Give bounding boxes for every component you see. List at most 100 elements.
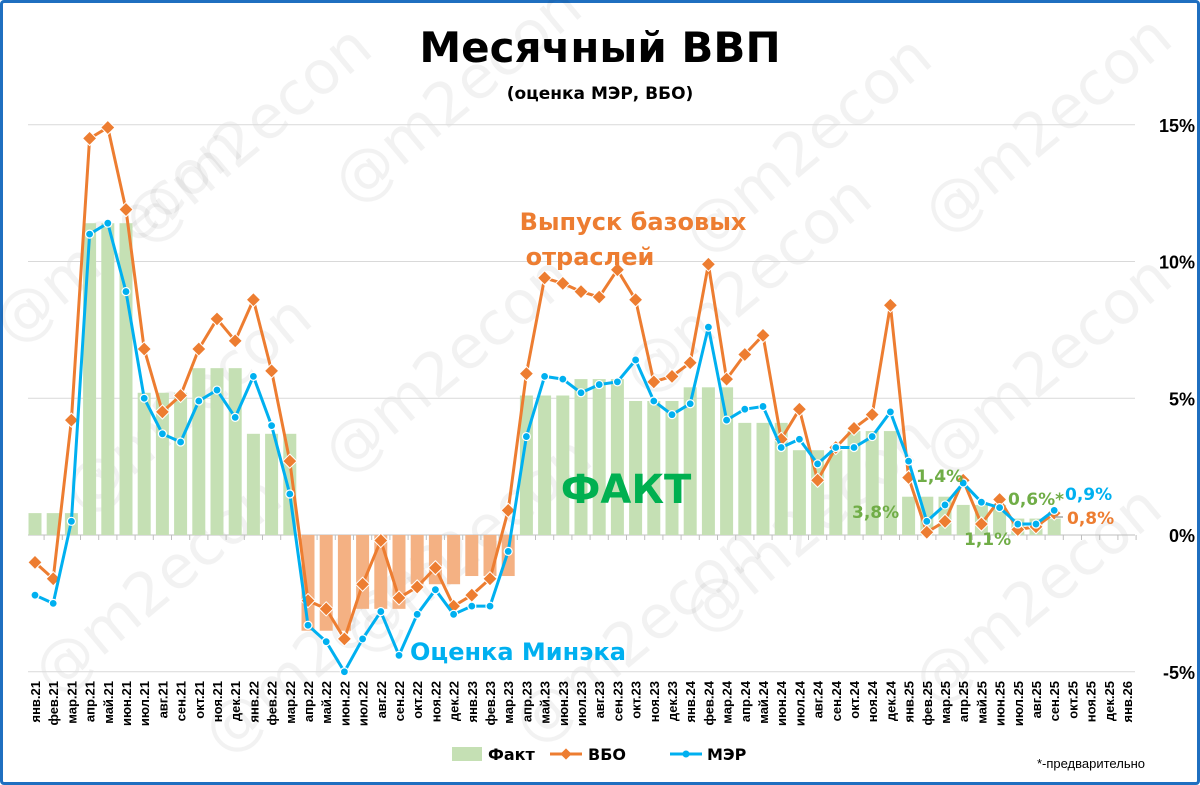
fact-value-label: 0,6%* <box>1008 490 1064 510</box>
mer-point <box>649 396 659 406</box>
x-tick-label: дек.25 <box>1102 681 1117 721</box>
mer-point <box>412 609 422 619</box>
chart-title: Месячный ВВП <box>419 23 780 72</box>
mer-point <box>467 601 477 611</box>
legend-fact-label: Факт <box>488 745 536 764</box>
fact-annotation: ФАКТ <box>561 467 692 513</box>
mer-point <box>430 585 440 595</box>
vbo-point <box>263 363 280 379</box>
x-tick-label: окт.24 <box>847 680 862 719</box>
vbo-point <box>354 576 371 593</box>
x-tick-label: сен.25 <box>1047 681 1062 721</box>
x-tick-label: июл.24 <box>792 680 807 726</box>
x-tick-label: фев.24 <box>701 680 716 725</box>
x-tick-label: янв.23 <box>465 681 480 723</box>
y-tick-label: 5% <box>1169 389 1195 409</box>
vbo-point <box>700 256 717 273</box>
y-tick-label: 0% <box>1169 526 1195 546</box>
mer-annotation: Оценка Минэка <box>410 638 626 666</box>
bar-fact <box>465 535 479 577</box>
vbo-point <box>500 502 516 519</box>
bar-fact <box>101 223 115 535</box>
vbo-point <box>573 283 589 300</box>
mer-point <box>758 401 768 412</box>
x-tick-label: авг.21 <box>155 681 170 718</box>
x-tick-label: ноя.23 <box>647 681 662 722</box>
footnote: *-предварительно <box>1037 756 1145 771</box>
x-tick-label: июл.22 <box>356 681 371 726</box>
legend-fact-swatch <box>452 747 482 761</box>
mer-point <box>30 590 40 600</box>
vbo-point <box>227 333 243 349</box>
x-tick-label: ноя.25 <box>1084 681 1099 722</box>
x-tick-label: дек.21 <box>228 681 243 721</box>
bar-fact <box>592 379 606 535</box>
vbo-point <box>718 371 735 387</box>
vbo-point <box>191 341 207 357</box>
mer-point <box>867 431 877 442</box>
x-tick-label: июл.21 <box>137 681 152 726</box>
vbo-point <box>282 453 298 469</box>
x-tick-label: мар.21 <box>64 681 79 724</box>
mer-point <box>594 379 604 390</box>
x-tick-label: авг.23 <box>592 681 607 718</box>
bar-fact <box>538 395 552 535</box>
bar-fact <box>792 450 806 535</box>
x-tick-label: ноя.22 <box>428 681 443 722</box>
x-tick-label: мар.23 <box>501 681 516 724</box>
vbo-point <box>427 560 444 576</box>
bar-fact <box>228 368 242 535</box>
x-tick-label: янв.22 <box>246 681 261 723</box>
mer-point <box>558 374 568 384</box>
bar-fact <box>647 400 661 535</box>
x-tick-label: фев.22 <box>265 681 280 726</box>
x-tick-label: авг.25 <box>1029 681 1044 718</box>
mer-point <box>157 429 167 439</box>
bar-fact <box>210 368 224 535</box>
vbo-point <box>882 297 899 314</box>
vbo-point <box>136 341 152 357</box>
bar-fact <box>701 387 715 535</box>
mer-value-label: 0,9% <box>1065 485 1112 505</box>
bar-fact <box>774 422 788 535</box>
bar-fact <box>137 392 151 535</box>
mer-point <box>84 229 95 239</box>
vbo-annotation: отраслей <box>526 243 655 271</box>
bar-fact <box>738 422 752 535</box>
bar-fact <box>683 387 697 535</box>
vbo-point <box>27 554 43 571</box>
mer-point <box>831 442 841 453</box>
bar-fact <box>556 395 570 535</box>
x-tick-label: май.24 <box>756 680 771 724</box>
mer-point <box>630 355 641 365</box>
x-tick-label: июн.21 <box>119 681 134 726</box>
mer-point <box>740 404 750 414</box>
bar-fact <box>265 433 279 535</box>
vbo-point <box>409 579 425 595</box>
bar-fact <box>1047 518 1061 535</box>
x-tick-label: янв.21 <box>28 681 43 723</box>
x-tick-label: авг.24 <box>811 680 826 718</box>
x-tick-label: авг.22 <box>374 681 389 718</box>
bar-fact <box>720 387 734 535</box>
x-tick-label: окт.21 <box>192 681 207 719</box>
x-tick-label: фев.25 <box>920 681 935 726</box>
x-tick-label: апр.24 <box>738 680 753 722</box>
y-tick-label: 10% <box>1159 253 1195 273</box>
mer-point <box>394 650 404 660</box>
vbo-point <box>791 401 808 417</box>
mer-point <box>794 434 805 444</box>
x-tick-label: мар.22 <box>283 681 298 724</box>
bar-fact <box>756 422 770 535</box>
x-tick-label: май.23 <box>538 681 553 724</box>
mer-point <box>176 437 186 447</box>
bar-fact <box>956 504 970 535</box>
x-tick-label: янв.26 <box>1120 681 1135 723</box>
x-tick-label: июн.24 <box>774 680 789 726</box>
x-tick-label: июн.22 <box>337 681 352 726</box>
legend-vbo-label: ВБО <box>588 745 626 764</box>
mer-point <box>667 410 677 420</box>
bar-fact <box>192 368 206 535</box>
vbo-point <box>100 119 116 136</box>
vbo-point <box>919 524 935 541</box>
